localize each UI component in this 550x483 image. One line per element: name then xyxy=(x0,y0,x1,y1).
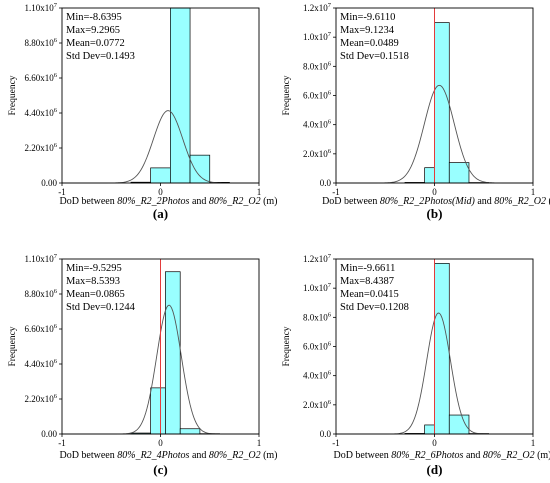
y-tick-label: 1.10x107 xyxy=(25,253,58,264)
x-tick-label: 1 xyxy=(257,438,262,448)
y-tick-label: 4.40x106 xyxy=(25,107,58,118)
y-tick-label: 4.0x106 xyxy=(303,370,332,381)
x-tick-label: 1 xyxy=(531,187,536,197)
stats-line: Mean=0.0772 xyxy=(66,38,125,49)
stats-line: Std Dev=0.1244 xyxy=(66,302,136,313)
stats-line: Max=9.2965 xyxy=(66,25,120,36)
y-tick-label: 2.0x106 xyxy=(303,148,332,159)
histogram-bar xyxy=(424,167,435,184)
y-tick-label: 8.80x106 xyxy=(25,37,58,48)
stats-line: Min=-9.6110 xyxy=(340,12,395,23)
x-axis-label: DoD between 80%_R2_6Photos and 80%_R2_O2… xyxy=(333,450,550,461)
panel-caption: (d) xyxy=(427,462,443,477)
y-tick-label: 6.60x106 xyxy=(25,323,58,334)
histogram-bar xyxy=(434,263,450,435)
x-tick-label: -1 xyxy=(58,438,66,448)
stats-line: Min=-8.6395 xyxy=(66,12,122,23)
stats-line: Min=-9.5295 xyxy=(66,263,122,274)
stats-line: Min=-9.6611 xyxy=(340,263,395,274)
histogram-bar xyxy=(434,22,450,184)
y-tick-label: 8.80x106 xyxy=(25,288,58,299)
x-tick-label: 1 xyxy=(531,438,536,448)
y-tick-label: 0.00 xyxy=(41,429,57,439)
stats-line: Std Dev=0.1208 xyxy=(340,302,409,313)
histogram-bar xyxy=(448,162,470,184)
x-tick-label: 0 xyxy=(158,187,163,197)
y-tick-label: 6.0x106 xyxy=(303,90,332,101)
y-tick-label: 2.20x106 xyxy=(25,142,58,153)
y-tick-label: 4.40x106 xyxy=(25,358,58,369)
panel-caption: (b) xyxy=(427,206,443,221)
y-tick-label: 0.0 xyxy=(320,178,332,188)
stats-line: Mean=0.0489 xyxy=(340,38,399,49)
x-tick-label: 0 xyxy=(158,438,163,448)
y-tick-label: 1.2x107 xyxy=(303,2,332,13)
stats-line: Std Dev=0.1518 xyxy=(340,51,409,62)
y-tick-label: 0.0 xyxy=(320,429,332,439)
stats-line: Max=8.4387 xyxy=(340,276,394,287)
histogram-bar xyxy=(150,387,166,435)
x-axis-label: DoD between 80%_R2_2Photos and 80%_R2_O2… xyxy=(59,196,277,207)
histogram-bar xyxy=(170,7,191,184)
y-tick-label: 1.2x107 xyxy=(303,253,332,264)
y-tick-label: 1.10x107 xyxy=(25,2,58,13)
y-tick-label: 8.0x106 xyxy=(303,60,332,71)
y-axis-label: Frequency xyxy=(282,326,292,366)
y-tick-label: 6.0x106 xyxy=(303,341,332,352)
x-axis-label: DoD between 80%_R2_2Photos(Mid) and 80%_… xyxy=(322,196,550,207)
histogram-bar xyxy=(424,424,435,435)
panel-caption: (a) xyxy=(153,206,168,221)
stats-line: Mean=0.0865 xyxy=(66,289,125,300)
y-axis-label: Frequency xyxy=(8,75,18,115)
y-tick-label: 1.0x107 xyxy=(303,31,332,42)
y-tick-label: 2.0x106 xyxy=(303,399,332,410)
x-axis-label: DoD between 80%_R2_4Photos and 80%_R2_O2… xyxy=(59,450,277,461)
y-tick-label: 6.60x106 xyxy=(25,72,58,83)
stats-line: Mean=0.0415 xyxy=(340,289,399,300)
stats-line: Max=8.5393 xyxy=(66,276,120,287)
chart-panel-c: 0.00 2.20x106 4.40x106 6.60x106 8.80x106 1.10… xyxy=(8,253,278,477)
y-tick-label: 0.00 xyxy=(41,178,57,188)
histogram-bar xyxy=(189,154,211,184)
x-tick-label: 0 xyxy=(432,438,437,448)
x-tick-label: -1 xyxy=(332,187,340,197)
x-tick-label: 1 xyxy=(257,187,262,197)
y-tick-label: 1.0x107 xyxy=(303,282,332,293)
panel-caption: (c) xyxy=(153,462,167,477)
stats-line: Max=9.1234 xyxy=(340,25,395,36)
stats-line: Std Dev=0.1493 xyxy=(66,51,135,62)
x-tick-label: -1 xyxy=(332,438,340,448)
chart-panel-a: 0.00 2.20x106 4.40x106 6.60x106 8.80x106 1.10… xyxy=(8,2,278,221)
y-tick-label: 8.0x106 xyxy=(303,311,332,322)
chart-panel-b: 0.0 2.0x106 4.0x106 6.0x106 8.0x106 1.0x107 1.… xyxy=(282,2,550,221)
histogram-bar xyxy=(179,428,201,435)
histogram-bar xyxy=(448,414,470,435)
histogram-bar xyxy=(165,271,181,435)
histogram-bar xyxy=(150,167,171,184)
chart-panel-d: 0.0 2.0x106 4.0x106 6.0x106 8.0x106 1.0x107 1.… xyxy=(282,253,550,477)
y-tick-label: 4.0x106 xyxy=(303,119,332,130)
y-tick-label: 2.20x106 xyxy=(25,393,58,404)
y-axis-label: Frequency xyxy=(8,326,18,366)
x-tick-label: -1 xyxy=(58,187,66,197)
x-tick-label: 0 xyxy=(432,187,437,197)
y-axis-label: Frequency xyxy=(282,75,292,115)
